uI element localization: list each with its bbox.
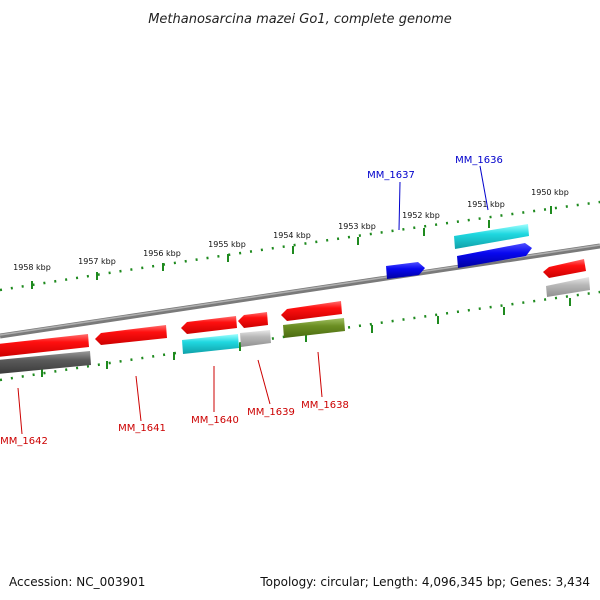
gene-red-right[interactable] [543, 259, 586, 278]
gene-label-MM_1638[interactable]: MM_1638 [301, 400, 349, 411]
tick-label: 1957 kbp [78, 257, 116, 266]
gene-grey-left[interactable] [0, 351, 91, 374]
gene-olive[interactable] [283, 318, 345, 338]
gene-label-MM_1640[interactable]: MM_1640 [191, 415, 239, 426]
gene-label-MM_1641[interactable]: MM_1641 [118, 423, 166, 434]
gene-cyan-upper[interactable] [454, 224, 529, 249]
gene-label-MM_1639[interactable]: MM_1639 [247, 407, 295, 418]
tick-label: 1953 kbp [338, 222, 376, 231]
gene-grey-right[interactable] [546, 277, 590, 297]
gene-MM_1637[interactable] [386, 262, 425, 279]
map-title: Methanosarcina mazei Go1, complete genom… [148, 12, 452, 27]
upper-tick-ruler [0, 200, 600, 292]
tick-label: 1950 kbp [531, 188, 569, 197]
tick-label: 1951 kbp [467, 200, 505, 209]
tick-label: 1954 kbp [273, 231, 311, 240]
accession-text: Accession: NC_003901 [9, 575, 145, 589]
gene-grey-mid[interactable] [240, 330, 271, 347]
tick-label: 1955 kbp [208, 240, 246, 249]
tick-label: 1956 kbp [143, 249, 181, 258]
genome-summary-text: Topology: circular; Length: 4,096,345 bp… [259, 575, 590, 589]
gene-MM_1638[interactable] [281, 301, 342, 321]
gene-label-MM_1637[interactable]: MM_1637 [367, 170, 415, 181]
lower-tick-ruler [0, 290, 600, 382]
gene-label-MM_1636[interactable]: MM_1636 [455, 155, 503, 166]
gene-MM_1641[interactable] [95, 325, 167, 345]
gene-MM_1636[interactable] [457, 243, 532, 268]
tick-label: 1952 kbp [402, 211, 440, 220]
gene-label-MM_1642[interactable]: MM_1642 [0, 436, 48, 447]
gene-MM_1642[interactable] [0, 334, 89, 357]
gene-MM_1639[interactable] [238, 312, 268, 328]
gene-cyan-lower[interactable] [182, 334, 239, 354]
tick-label: 1958 kbp [13, 263, 51, 272]
gene-MM_1640[interactable] [181, 316, 237, 334]
